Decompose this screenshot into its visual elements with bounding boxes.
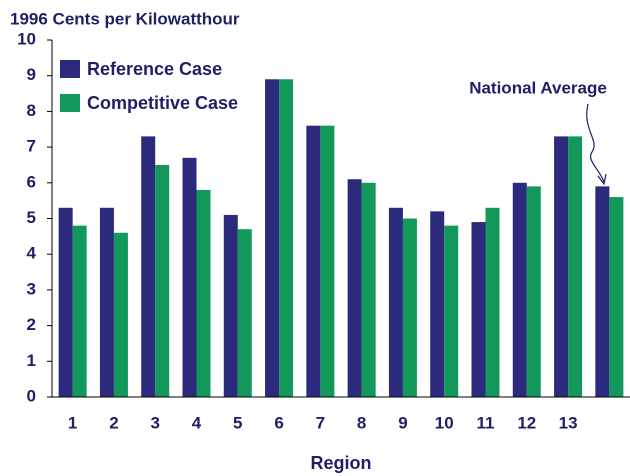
bar <box>512 182 527 397</box>
bar <box>72 225 87 397</box>
legend-label: Reference Case <box>87 59 222 79</box>
annotation-arrowhead <box>597 173 607 186</box>
x-tick-label: 1 <box>68 413 77 432</box>
legend-swatch <box>60 94 80 112</box>
bar <box>471 222 486 397</box>
annotation: National Average <box>469 78 607 97</box>
bar <box>595 186 610 397</box>
y-tick-label: 1 <box>27 351 36 370</box>
bar <box>609 197 624 397</box>
bar <box>526 186 541 397</box>
x-tick-label: 13 <box>559 413 578 432</box>
bar <box>265 79 280 398</box>
x-tick-label: 10 <box>435 413 454 432</box>
bar <box>99 207 114 397</box>
bar <box>347 179 362 397</box>
y-tick-label: 8 <box>27 101 36 120</box>
y-tick-label: 6 <box>27 172 36 191</box>
bar <box>554 136 569 397</box>
x-axis-label: Region <box>311 453 372 473</box>
y-tick-label: 4 <box>27 244 37 263</box>
y-tick-label: 3 <box>27 279 36 298</box>
y-tick-label: 5 <box>27 208 36 227</box>
y-tick-label: 2 <box>27 315 36 334</box>
bar <box>237 229 252 397</box>
x-tick-label: 6 <box>274 413 283 432</box>
bar <box>568 136 583 397</box>
x-tick-label: 9 <box>398 413 407 432</box>
x-tick-label: 12 <box>517 413 536 432</box>
y-tick-label: 9 <box>27 65 36 84</box>
x-tick-label: 2 <box>109 413 118 432</box>
bar <box>485 207 500 397</box>
y-tick-label: 10 <box>17 29 36 48</box>
annotation-arrow <box>586 103 605 183</box>
x-tick-label: 8 <box>357 413 366 432</box>
x-tick-label: 4 <box>192 413 202 432</box>
chart-title: 1996 Cents per Kilowatthour <box>10 9 240 28</box>
x-tick-label: 11 <box>477 413 495 432</box>
bar <box>223 214 238 397</box>
bar <box>430 211 445 397</box>
bar <box>113 232 128 397</box>
bar <box>182 157 197 397</box>
legend-label: Competitive Case <box>87 93 238 113</box>
x-tick-label: 5 <box>233 413 242 432</box>
bar <box>306 125 321 398</box>
bar <box>58 207 73 397</box>
bar <box>196 189 211 397</box>
bar <box>444 225 459 397</box>
x-tick-label: 3 <box>150 413 159 432</box>
bar <box>141 136 156 397</box>
bar <box>320 125 335 398</box>
bar <box>155 164 170 397</box>
bar <box>279 79 294 398</box>
x-tick-label: 7 <box>316 413 325 432</box>
bar <box>402 218 417 397</box>
y-tick-label: 0 <box>27 386 36 405</box>
bar <box>361 182 376 397</box>
bar <box>388 207 403 397</box>
y-tick-label: 7 <box>27 137 36 156</box>
legend-swatch <box>60 60 80 78</box>
